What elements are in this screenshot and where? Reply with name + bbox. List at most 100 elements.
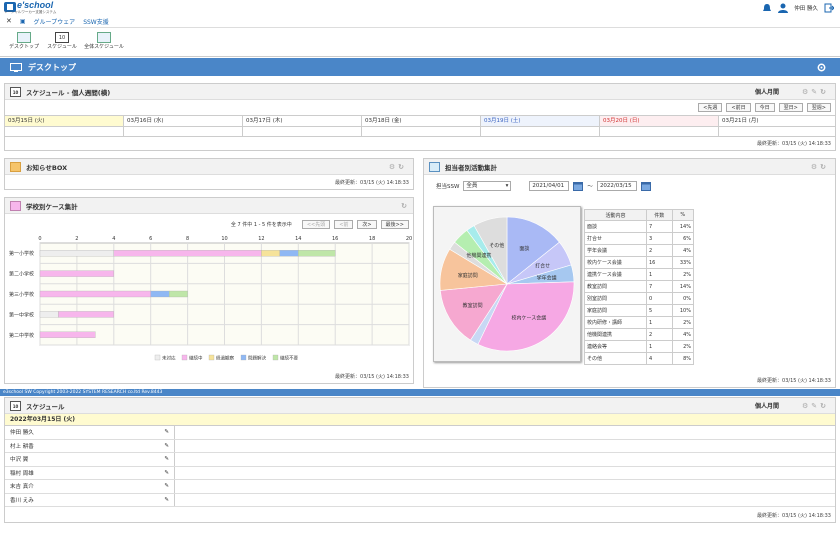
panel-tools[interactable]: ⚙✎↻: [801, 401, 829, 410]
panel-tools[interactable]: ⚙↻: [388, 162, 407, 171]
day-cell[interactable]: 03月21日 (月): [722, 118, 759, 124]
logout-icon[interactable]: [824, 3, 834, 13]
person-name[interactable]: 村上 耕香: [10, 443, 34, 450]
all-schedule-icon: [97, 32, 111, 43]
first-page-button[interactable]: <<先頭: [301, 220, 331, 229]
bar-segment: [113, 250, 262, 257]
day-cell[interactable]: 03月18日 (金): [362, 116, 481, 126]
logo[interactable]: [4, 1, 56, 13]
day-cell[interactable]: 03月19日 (土): [481, 116, 600, 126]
panel-tools[interactable]: ⚙↻: [810, 162, 829, 171]
schedule-person-row: 村上 耕香 ✎: [5, 439, 835, 453]
activity-table: 活動内容 件数 % 面談 7 14% 打合せ 3 6% 学年会議 2 4% 校内ケース会議 16 33…: [584, 209, 695, 365]
prev-day-button[interactable]: <前日: [726, 103, 751, 112]
app-launcher: デスクトップ 10 スケジュール 全体スケジュール: [0, 29, 840, 57]
person-cell: 中沢 翼 ✎: [5, 453, 175, 466]
close-icon[interactable]: ✕: [6, 17, 12, 25]
date-to-input[interactable]: 2022/03/15: [596, 181, 637, 191]
person-name[interactable]: 稲村 周雄: [10, 470, 34, 477]
logo-subtitle: ソーシャルワーカー支援システム: [4, 10, 57, 14]
legend-label: 継続不要: [280, 355, 298, 362]
schedule-person-row: 仲田 勝久 ✎: [5, 426, 835, 440]
monitor-icon: [10, 62, 22, 72]
edit-icon[interactable]: ✎: [164, 442, 169, 449]
next-page-button[interactable]: 次>: [357, 220, 377, 229]
app-all-schedule[interactable]: 全体スケジュール: [84, 29, 124, 56]
bar-segment: [168, 290, 188, 298]
prev-week-button[interactable]: <先週: [698, 103, 723, 112]
next-day-button[interactable]: 翌日>: [778, 103, 803, 112]
last-page-button[interactable]: 最後>>: [380, 220, 409, 229]
bell-icon[interactable]: [762, 3, 772, 13]
schedule-slot[interactable]: [175, 440, 835, 453]
pie-label: 他機関連携: [467, 252, 492, 259]
schedule-slot[interactable]: [175, 467, 835, 480]
nav-link-ssw[interactable]: SSW支援: [83, 18, 109, 26]
calendar-picker-icon[interactable]: [640, 181, 651, 191]
table-cell: 7: [645, 220, 673, 233]
calendar-picker-icon[interactable]: [573, 181, 584, 191]
edit-icon[interactable]: ✎: [164, 469, 169, 476]
table-cell: 校内研修・講師: [584, 316, 647, 329]
user-name[interactable]: 仲田 勝久: [794, 6, 818, 12]
prev-page-button[interactable]: <前: [334, 220, 354, 229]
bar-segment: [150, 290, 170, 298]
panel-header: 10 スケジュール 個人月間 ⚙✎↻: [5, 398, 835, 414]
day-cell[interactable]: 03月15日 (火): [5, 116, 124, 126]
refresh-icon[interactable]: ↻: [401, 201, 407, 210]
tick-label: 14: [295, 236, 301, 242]
app-desktop[interactable]: デスクトップ: [8, 29, 40, 56]
view-month-link[interactable]: 個人月間: [754, 89, 779, 96]
ssw-select[interactable]: 全員 ▾: [463, 181, 512, 191]
last-updated: 最終更新：03/15 (火) 14:18:33: [335, 180, 409, 186]
today-button[interactable]: 今日: [754, 103, 775, 112]
date-from-input[interactable]: 2021/04/01: [529, 181, 570, 191]
table-cell: 1: [645, 340, 673, 353]
day-cell[interactable]: 03月20日 (日): [600, 116, 719, 126]
panel-tools[interactable]: ⚙✎↻: [801, 87, 829, 96]
tick-label: 20: [406, 236, 412, 242]
schedule-slot[interactable]: [175, 494, 835, 507]
person-cell: 村上 耕香 ✎: [5, 439, 175, 452]
view-month-link[interactable]: 個人月間: [754, 403, 779, 410]
bar-segment: [39, 270, 114, 277]
next-week-button[interactable]: 翌週>: [806, 103, 831, 112]
week-days: 03月15日 (火) 03月16日 (水) 03月17日 (木) 03月18日 …: [5, 115, 835, 127]
legend-label: 継続中: [189, 355, 203, 362]
schedule-slot[interactable]: [175, 480, 835, 493]
bar-segment: [39, 290, 151, 298]
table-row: 校内研修・講師 1 2%: [584, 316, 695, 329]
person-name[interactable]: 末吉 真介: [10, 484, 34, 491]
edit-icon[interactable]: ✎: [164, 483, 169, 490]
pie-label: 学年会議: [537, 275, 557, 282]
table-cell: 面談: [584, 220, 647, 233]
table-cell: 3: [645, 232, 673, 245]
tick-label: 4: [112, 236, 115, 242]
daily-date: 2022年03月15日 (火): [5, 414, 835, 426]
pie-chart-frame: 面談 打合せ 学年会議 校内ケース会議 教室訪問 家庭訪問 他機関連携 その他: [433, 206, 581, 362]
schedule-slot[interactable]: [175, 426, 835, 439]
panel-title: お知らせBOX: [26, 163, 68, 172]
gear-icon[interactable]: [817, 63, 826, 72]
table-row: 連携ケース会議 1 2%: [584, 268, 695, 281]
table-cell: 2%: [671, 268, 695, 281]
case-bar-chart: 0 2 4 6 8 10 12 14 16 18 20 第一小学校第二小学校第三小学校第一中学校第二中…: [9, 236, 412, 362]
person-name[interactable]: 中沢 翼: [10, 457, 29, 464]
edit-icon[interactable]: ✎: [164, 456, 169, 463]
day-cell[interactable]: 03月16日 (水): [124, 116, 243, 126]
nav-link-groupware[interactable]: グループウェア: [33, 18, 76, 26]
nav-bar: ✕ ▣ グループウェア SSW支援: [0, 15, 840, 28]
schedule-slot[interactable]: [175, 453, 835, 466]
edit-icon[interactable]: ✎: [164, 496, 169, 503]
person-name[interactable]: 香川 えみ: [10, 497, 34, 504]
category-label: 第三小学校: [9, 291, 34, 298]
menu-icon[interactable]: ▣: [19, 17, 26, 25]
table-cell: 校内ケース会議: [584, 256, 647, 269]
table-cell: 打合せ: [584, 232, 647, 245]
person-name[interactable]: 仲田 勝久: [10, 430, 34, 437]
day-cell[interactable]: 03月17日 (木): [243, 116, 362, 126]
last-updated: 最終更新：03/15 (火) 14:18:33: [757, 378, 831, 384]
app-schedule[interactable]: 10 スケジュール: [46, 29, 78, 56]
chart-icon: [10, 200, 21, 211]
edit-icon[interactable]: ✎: [164, 429, 169, 436]
